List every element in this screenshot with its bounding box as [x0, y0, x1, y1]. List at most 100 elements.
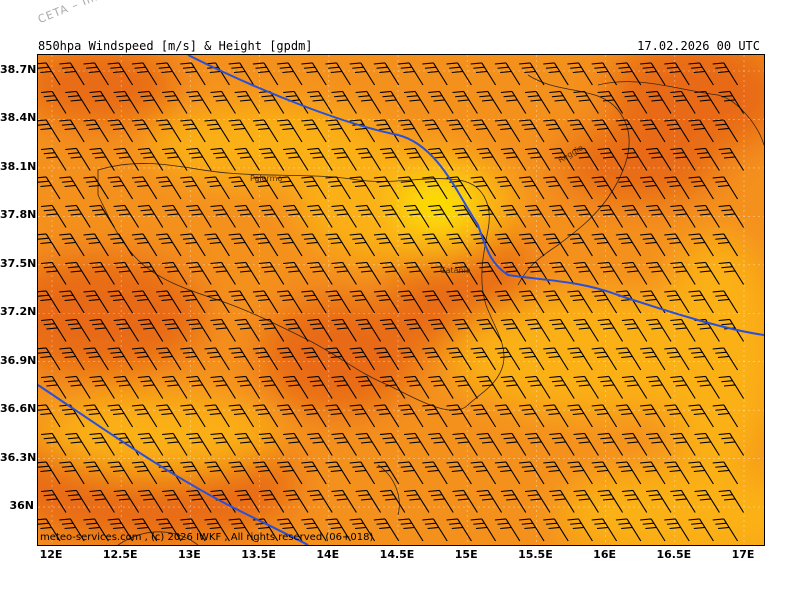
wind-barb-icon	[470, 176, 497, 200]
wind-barb-icon	[89, 375, 115, 399]
wind-barb-icon	[591, 176, 618, 200]
wind-barb-icon	[404, 375, 430, 399]
chart-datetime: 17.02.2026 00 UTC	[637, 39, 760, 53]
wind-barb-icon	[113, 318, 140, 342]
wind-barb-icon	[210, 432, 236, 456]
wind-barb-icon	[38, 404, 61, 428]
wind-barb-icon	[373, 176, 400, 200]
lon-tick-label: 14.5E	[379, 548, 415, 561]
wind-barb-icon	[404, 318, 430, 342]
wind-barb-icon	[525, 90, 551, 114]
wind-barb-icon	[234, 318, 261, 342]
wind-barb-icon	[694, 375, 720, 399]
wind-barb-icon	[107, 176, 134, 200]
wind-barb-icon	[252, 461, 279, 485]
wind-barb-icon	[525, 147, 551, 171]
wind-barb-icon	[446, 233, 472, 257]
wind-barb-icon	[428, 261, 454, 285]
wind-barb-icon	[283, 318, 309, 342]
wind-barb-icon	[210, 204, 236, 228]
wind-barb-icon	[59, 233, 85, 257]
wind-barb-icon	[621, 432, 648, 456]
wind-barb-icon	[500, 204, 527, 228]
wind-barb-icon	[228, 347, 255, 371]
wind-barb-icon	[307, 375, 333, 399]
wind-barb-icon	[573, 204, 599, 228]
wind-barb-icon	[258, 204, 285, 228]
wind-barb-icon	[162, 375, 188, 399]
lon-tick-label: 15.5E	[518, 548, 553, 561]
wind-barb-icon	[476, 318, 503, 342]
wind-barb-icon	[597, 432, 624, 456]
wind-barb-icon	[277, 461, 303, 485]
wind-barb-icon	[373, 62, 400, 86]
wind-barb-icon	[131, 461, 158, 485]
wind-barb-icon	[452, 147, 478, 171]
wind-barb-icon	[718, 90, 745, 114]
wind-barb-icon	[694, 204, 720, 228]
wind-barb-icon	[137, 204, 164, 228]
wind-barb-icon	[234, 432, 261, 456]
wind-barb-icon	[694, 489, 720, 513]
wind-barb-icon	[428, 90, 454, 114]
wind-barb-icon	[664, 233, 690, 257]
wind-barb-icon	[428, 318, 454, 342]
wind-barb-icon	[355, 432, 382, 456]
wind-barb-icon	[307, 432, 333, 456]
wind-barb-icon	[567, 404, 593, 428]
wind-barb-icon	[670, 318, 696, 342]
wind-barb-icon	[228, 119, 255, 143]
wind-barb-icon	[573, 375, 599, 399]
wind-barb-icon	[301, 233, 327, 257]
wind-barb-icon	[131, 518, 158, 542]
wind-barb-icon	[712, 347, 739, 371]
wind-barb-icon	[204, 119, 230, 143]
wind-barb-icon	[597, 261, 624, 285]
wind-barb-icon	[83, 119, 109, 143]
wind-barb-icon	[398, 176, 424, 200]
wind-barb-icon	[252, 347, 279, 371]
wind-barb-icon	[398, 290, 424, 314]
wind-barb-icon	[670, 261, 696, 285]
wind-barb-icon	[694, 261, 720, 285]
wind-barb-icon	[65, 432, 91, 456]
wind-barb-icon	[646, 261, 672, 285]
wind-barb-icon	[277, 290, 303, 314]
wind-barb-icon	[621, 204, 648, 228]
wind-barb-icon	[446, 119, 472, 143]
wind-barb-icon	[694, 432, 720, 456]
wind-barb-icon	[446, 290, 472, 314]
city-label: Catania	[440, 266, 471, 275]
wind-barb-icon	[355, 261, 382, 285]
wind-barb-icon	[258, 432, 285, 456]
wind-barb-icon	[325, 176, 351, 200]
lon-tick-label: 12.5E	[102, 548, 138, 561]
wind-barb-icon	[325, 518, 351, 542]
wind-barb-icon	[325, 62, 351, 86]
tunisia-coastline	[117, 531, 199, 545]
wind-barb-icon	[567, 176, 593, 200]
wind-barb-icon	[646, 90, 672, 114]
wind-barb-icon	[664, 404, 690, 428]
wind-barb-icon	[621, 261, 648, 285]
wind-barb-icon	[615, 62, 642, 86]
wind-barb-icon	[349, 404, 376, 428]
wind-barb-icon	[519, 461, 545, 485]
lat-tick-label: 36.9N	[0, 353, 37, 367]
wind-barb-icon	[476, 489, 503, 513]
wind-barb-icon	[549, 432, 575, 456]
wind-barb-icon	[325, 347, 351, 371]
wind-barb-icon	[640, 119, 666, 143]
wind-barb-icon	[325, 233, 351, 257]
wind-barb-icon	[670, 489, 696, 513]
wind-barb-icon	[83, 290, 109, 314]
wind-barb-icon	[204, 518, 230, 542]
wind-barb-icon	[404, 147, 430, 171]
lon-tick-label: 12E	[39, 548, 63, 561]
wind-barb-icon	[591, 119, 618, 143]
wind-barb-icon	[646, 432, 672, 456]
wind-barb-icon	[83, 176, 109, 200]
wind-barb-icon	[38, 233, 61, 257]
wind-barb-icon	[373, 404, 400, 428]
wind-barb-icon	[228, 518, 255, 542]
